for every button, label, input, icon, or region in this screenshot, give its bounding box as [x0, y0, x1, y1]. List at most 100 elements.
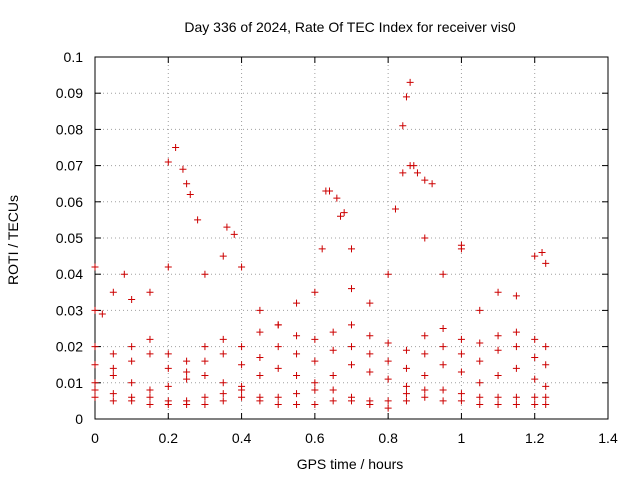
y-tick-label: 0.01 [56, 375, 83, 391]
data-point [183, 357, 191, 365]
data-point [274, 343, 282, 351]
data-point [494, 332, 502, 340]
data-point [230, 230, 238, 238]
data-point [340, 209, 348, 217]
data-point [348, 343, 355, 351]
data-point [391, 205, 399, 213]
data-point [439, 343, 447, 351]
data-point [542, 382, 550, 390]
data-point [311, 379, 319, 387]
axis-ticks [94, 56, 609, 420]
data-point [238, 382, 246, 390]
data-point [164, 350, 172, 358]
data-point [348, 285, 355, 293]
data-point [293, 350, 301, 358]
data-point [366, 368, 374, 376]
data-point [512, 328, 520, 336]
data-point [329, 397, 337, 405]
data-point [337, 212, 345, 220]
data-point [476, 393, 484, 401]
data-point [421, 176, 429, 184]
data-point [219, 397, 227, 405]
data-point [128, 343, 136, 351]
x-tick-labels: 0 0.2 0.4 0.6 0.8 1 1.2 1.4 [91, 430, 618, 446]
data-point [146, 401, 154, 409]
data-point [512, 393, 520, 401]
data-point [428, 180, 436, 188]
data-point [457, 335, 465, 343]
data-point [326, 187, 334, 195]
data-point [476, 306, 484, 314]
data-point [146, 288, 154, 296]
data-point [329, 346, 337, 354]
data-point [311, 335, 319, 343]
data-point [531, 252, 539, 260]
data-point [476, 357, 484, 365]
data-point [348, 245, 355, 253]
data-point [120, 270, 128, 278]
data-point [201, 393, 209, 401]
data-point [146, 350, 154, 358]
data-point [457, 397, 465, 405]
data-point [109, 350, 117, 358]
data-point [402, 93, 410, 101]
y-tick-label: 0.1 [64, 49, 84, 65]
data-point [109, 372, 117, 380]
data-point [186, 191, 194, 199]
data-point [183, 397, 191, 405]
data-point [146, 393, 154, 401]
data-point [219, 252, 227, 260]
data-point [421, 234, 429, 242]
y-axis-label: ROTI / TECUs [5, 195, 21, 285]
data-point [128, 379, 136, 387]
data-point [201, 343, 209, 351]
data-point [109, 397, 117, 405]
data-point [128, 393, 136, 401]
data-point [421, 386, 429, 394]
data-point [476, 401, 484, 409]
data-point [219, 335, 227, 343]
x-tick-label: 0.4 [232, 430, 252, 446]
data-point [542, 343, 550, 351]
data-point [274, 393, 282, 401]
data-point [329, 372, 337, 380]
data-point [384, 397, 392, 405]
data-point [366, 332, 374, 340]
data-point [164, 397, 172, 405]
x-tick-label: 0 [91, 430, 99, 446]
data-point [219, 379, 227, 387]
data-point [402, 346, 410, 354]
data-point [542, 361, 550, 369]
data-points [91, 78, 550, 412]
data-point [439, 361, 447, 369]
data-point [91, 306, 99, 314]
data-point [384, 375, 392, 383]
data-point [531, 335, 539, 343]
data-point [238, 393, 246, 401]
data-point [293, 299, 301, 307]
data-point [439, 270, 447, 278]
data-point [146, 386, 154, 394]
data-point [256, 353, 264, 361]
x-tick-label: 1.4 [598, 430, 618, 446]
data-point [183, 375, 191, 383]
data-point [109, 288, 117, 296]
data-point [238, 263, 246, 271]
data-point [194, 216, 202, 224]
data-point [402, 364, 410, 372]
data-point [406, 78, 414, 86]
data-point [457, 350, 465, 358]
data-point [164, 364, 172, 372]
data-point [223, 223, 231, 231]
data-point [172, 144, 180, 151]
data-point [91, 379, 99, 387]
data-point [538, 248, 546, 256]
data-point [531, 353, 539, 361]
data-point [256, 372, 264, 380]
data-point [439, 386, 447, 394]
data-point [384, 357, 392, 365]
data-point [531, 375, 539, 383]
data-point [311, 357, 319, 365]
data-point [366, 299, 374, 307]
